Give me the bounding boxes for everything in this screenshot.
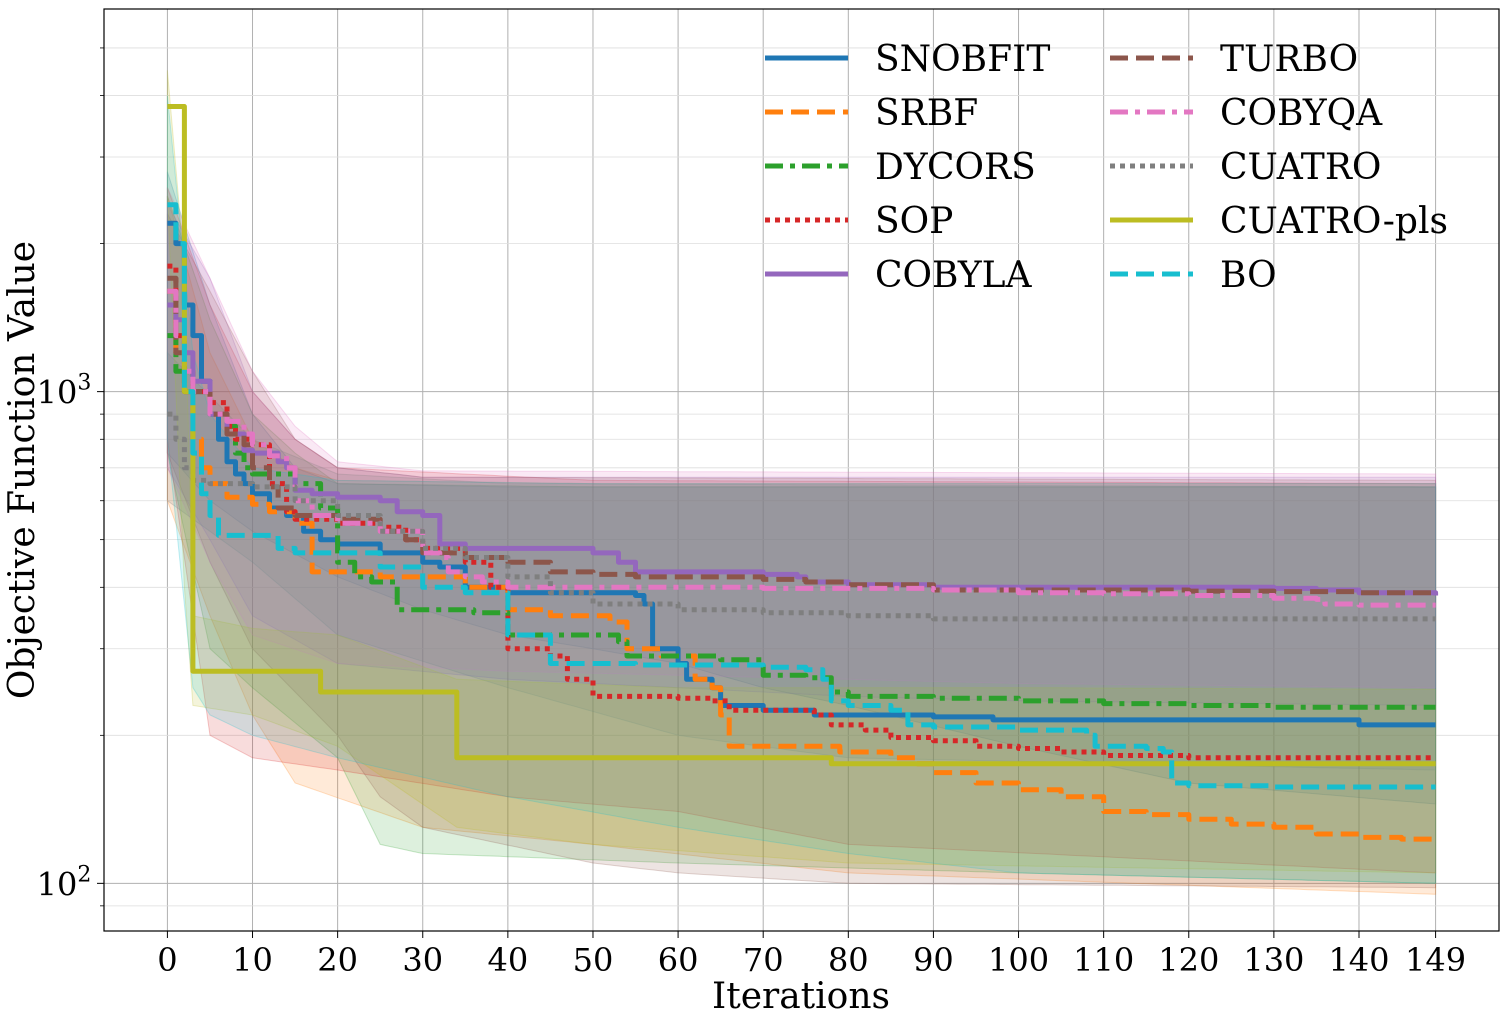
x-tick-label: 120: [1158, 941, 1219, 979]
series-lines: [167, 104, 1439, 842]
series-line: [167, 288, 1439, 842]
confidence-band: [166, 351, 1437, 771]
x-tick-label: 40: [488, 941, 529, 979]
legend-label: SRBF: [875, 93, 978, 134]
y-tick-label: 103: [37, 371, 92, 412]
plot-area-background: [104, 9, 1499, 931]
series-line: [167, 411, 1436, 622]
x-tick-label: 90: [913, 941, 954, 979]
legend-label: SNOBFIT: [875, 39, 1050, 80]
plot-frame: [103, 8, 1500, 932]
y-tick-label: 102: [37, 862, 92, 903]
x-tick-label: 110: [1073, 941, 1134, 979]
x-tick-label: 149: [1405, 941, 1466, 979]
x-tick-label: 50: [573, 941, 614, 979]
x-tick-label: 60: [658, 941, 699, 979]
x-tick-label: 0: [157, 941, 177, 979]
x-tick-label: 30: [402, 941, 443, 979]
legend-label: DYCORS: [875, 147, 1036, 188]
y-axis-ticks: 102 103: [37, 47, 104, 907]
y-axis-label: Objective Function Value: [2, 241, 43, 699]
legend-label: CUATRO-pls: [1220, 201, 1448, 242]
series-line: [167, 288, 1436, 608]
confidence-band: [166, 195, 1437, 884]
confidence-band: [166, 95, 1437, 884]
x-axis-label: Iterations: [712, 976, 890, 1017]
x-axis-ticks: 0 10 20 30 40 50 60 70 80 90 100 110 120 130 140 149: [157, 931, 1466, 979]
legend: SNOBFIT SRBF DYCORS SOP COBYLA TURBO COBYQA CUA…: [765, 39, 1448, 296]
x-tick-label: 10: [232, 941, 273, 979]
legend-label: CUATRO: [1220, 147, 1381, 188]
x-tick-label: 140: [1328, 941, 1389, 979]
x-tick-label: 20: [317, 941, 358, 979]
legend-label: BO: [1220, 255, 1277, 296]
x-tick-label: 100: [988, 941, 1049, 979]
legend-label: COBYLA: [875, 255, 1033, 296]
x-tick-label: 80: [828, 941, 869, 979]
x-tick-label: 70: [743, 941, 784, 979]
confidence-band: [166, 171, 1437, 805]
x-tick-label: 130: [1243, 941, 1304, 979]
confidence-band: [166, 187, 1437, 874]
series-line: [167, 333, 1436, 710]
legend-label: TURBO: [1220, 39, 1358, 80]
legend-label: SOP: [875, 201, 953, 242]
grid: [104, 9, 1499, 931]
legend-label: COBYQA: [1220, 93, 1383, 134]
